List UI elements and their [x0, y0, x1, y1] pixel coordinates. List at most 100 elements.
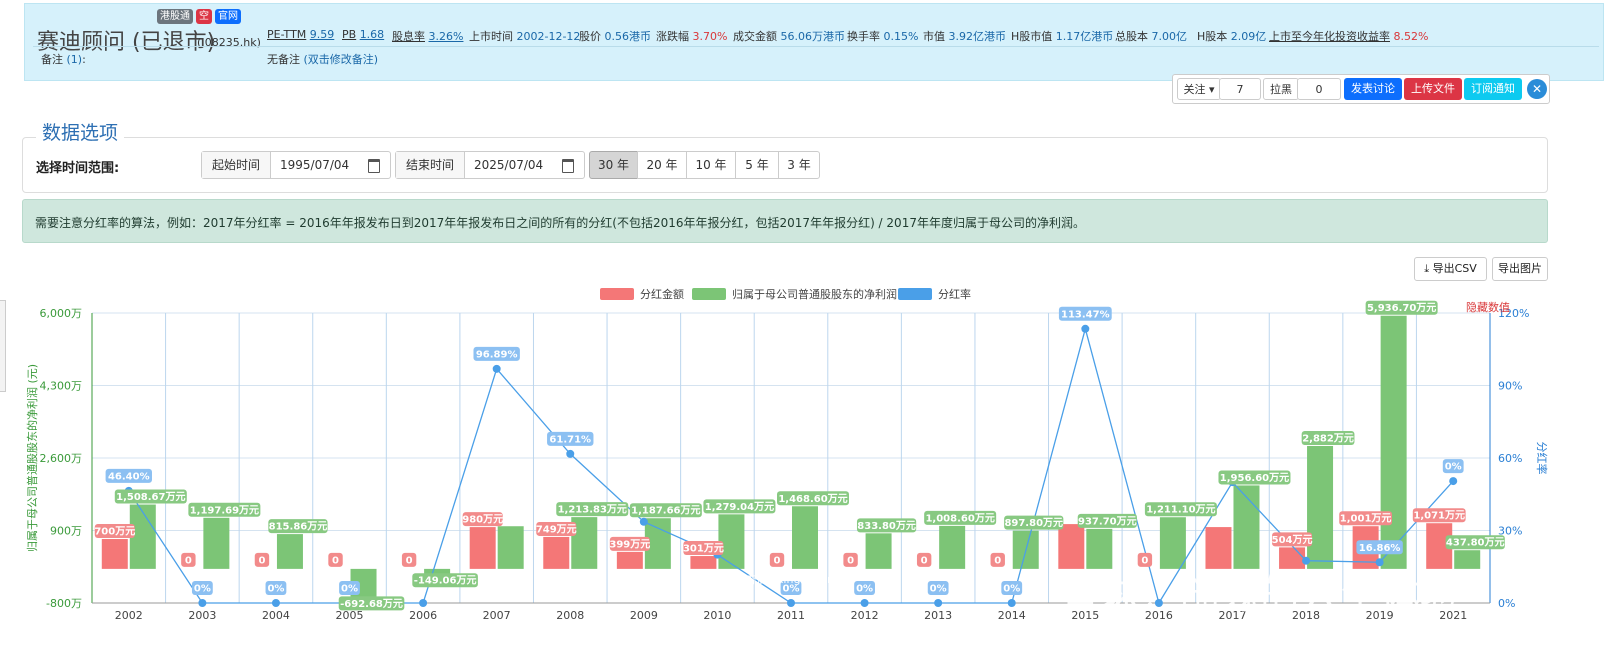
- follow-dropdown[interactable]: 关注 ▾: [1177, 78, 1221, 100]
- subscribe-button[interactable]: 订阅通知: [1464, 78, 1522, 100]
- ratio-label: 61.71%: [549, 434, 591, 445]
- legend-label-0: 分红金额: [640, 287, 684, 301]
- annualized-return-metric[interactable]: 上市至今年化投资收益率 8.52%: [1269, 30, 1429, 43]
- company-code: ( 08235.hk): [197, 36, 261, 49]
- data-options-title: 数据选项: [36, 118, 125, 145]
- block-button[interactable]: 拉黑: [1263, 78, 1299, 100]
- range-3y-button[interactable]: 3 年: [778, 151, 820, 179]
- profit-label: 1,279.04万元: [705, 501, 774, 513]
- dividend-label: 0: [847, 555, 854, 566]
- profit-bar: [1454, 550, 1481, 569]
- range-10y-button[interactable]: 10 年: [686, 151, 736, 179]
- profit-label: 1,508.67万元: [116, 491, 185, 503]
- change-metric: 涨跌幅 3.70%: [656, 30, 728, 43]
- short-badge[interactable]: 空: [196, 9, 212, 24]
- ratio-label: 113.47%: [1061, 309, 1110, 320]
- ratio-point: [934, 599, 943, 607]
- profit-label: 2,882万元: [1302, 432, 1354, 444]
- profit-bar: [718, 514, 745, 569]
- profit-bar: [865, 533, 892, 569]
- range-30y-button[interactable]: 30 年: [589, 151, 638, 179]
- x-tick-label: 2021: [1439, 609, 1467, 622]
- hide-values-toggle[interactable]: 隐藏数值: [1466, 301, 1510, 314]
- dividend-label-bg: [254, 552, 270, 567]
- dividend-label: 0: [994, 555, 1001, 566]
- dividend-yield-metric[interactable]: 股息率 3.26%: [392, 30, 464, 43]
- range-5y-button[interactable]: 5 年: [735, 151, 779, 179]
- x-tick-label: 2016: [1145, 609, 1173, 622]
- dividend-label-bg: [916, 552, 932, 567]
- note-text: 需要注意分红率的算法，例如：2017年分红率 = 2016年年报发布日到2017…: [35, 216, 1085, 230]
- calendar-icon[interactable]: [368, 159, 380, 173]
- start-date-input[interactable]: 1995/07/04: [280, 158, 350, 172]
- dividend-label-bg: [1272, 532, 1313, 547]
- ratio-label: 0%: [930, 584, 947, 595]
- dividend-bar: [616, 551, 643, 569]
- post-discussion-button[interactable]: 发表讨论: [1344, 78, 1402, 100]
- profit-label: 1,197.69万元: [190, 504, 259, 516]
- ratio-point: [1375, 558, 1384, 567]
- x-tick-label: 2017: [1218, 609, 1246, 622]
- remark-row: 备注 (1):: [41, 53, 86, 66]
- ratio-point: [271, 599, 280, 607]
- dividend-label-bg: [401, 552, 417, 567]
- x-axis: 2002 2003 2004 2005 2006 2007 2008 2009 2010 2011…: [115, 609, 1467, 622]
- time-range-label: 选择时间范围:: [36, 161, 120, 176]
- dividend-ratio-note: 需要注意分红率的算法，例如：2017年分红率 = 2016年年报发布日到2017…: [22, 199, 1548, 243]
- x-tick-label: 2010: [703, 609, 731, 622]
- ratio-label-bg: [854, 581, 875, 595]
- side-handle[interactable]: [0, 300, 6, 392]
- upload-file-button[interactable]: 上传文件: [1404, 78, 1462, 100]
- dividend-label-bg: [609, 536, 650, 551]
- calendar-icon[interactable]: [562, 159, 574, 173]
- range-20y-button[interactable]: 20 年: [637, 151, 687, 179]
- dividend-label: 301万元: [683, 543, 724, 555]
- dividend-label-bg: [1339, 511, 1393, 526]
- end-date-input[interactable]: 2025/07/04: [474, 158, 544, 172]
- export-csv-button[interactable]: ⤓ 导出CSV: [1414, 257, 1487, 281]
- x-tick-label: 2008: [556, 609, 584, 622]
- official-site-badge[interactable]: 官网: [215, 9, 241, 24]
- edit-remark-link[interactable]: (双击修改备注): [303, 53, 379, 66]
- turnover-rate-metric: 换手率 0.15%: [847, 30, 919, 43]
- profit-label-bg: [1365, 300, 1438, 315]
- action-bar: 关注 ▾ 7 拉黑 0 发表讨论 上传文件 订阅通知 ✕: [1172, 74, 1550, 104]
- profit-bar: [424, 568, 451, 576]
- profit-label-bg: [856, 518, 917, 533]
- dividend-bar: [469, 527, 496, 569]
- ratio-point: [492, 364, 501, 373]
- x-tick-label: 2012: [851, 609, 879, 622]
- ratio-label-bg: [473, 346, 520, 361]
- dividend-label: 504万元: [1272, 534, 1313, 546]
- ratio-point: [1154, 599, 1163, 607]
- info-divider: [33, 46, 1599, 47]
- dividend-label-bg: [1412, 508, 1466, 523]
- left-axis: 6,000万 4,300万 2,600万 900万 -800万 归属于母公司普通股股东的净…: [25, 307, 82, 610]
- profit-label-bg: [629, 503, 702, 518]
- stock-info-panel: 赛迪顾问 (已退市) ( 08235.hk) 港股通 空 官网 PE-TTM 9…: [24, 3, 1604, 81]
- ratio-label-bg: [265, 581, 287, 595]
- hk-connect-badge[interactable]: 港股通: [157, 9, 193, 24]
- profit-label-bg: [412, 573, 478, 588]
- start-date-field[interactable]: 起始时间 1995/07/04: [201, 151, 391, 179]
- remark-count-link[interactable]: (1): [66, 53, 83, 66]
- x-tick-label: 2009: [630, 609, 658, 622]
- settings-icon[interactable]: ✕: [1527, 79, 1547, 99]
- ratio-point: [1302, 556, 1311, 565]
- right-tick-label: 90%: [1498, 380, 1522, 393]
- ratio-label: 96.89%: [476, 349, 518, 360]
- profit-label-bg: [924, 510, 997, 525]
- pe-ttm-metric[interactable]: PE-TTM 9.59: [267, 28, 335, 41]
- export-image-button[interactable]: 导出图片: [1492, 257, 1548, 281]
- end-date-field[interactable]: 结束时间 2025/07/04: [395, 151, 585, 179]
- dividend-label: 0: [185, 555, 192, 566]
- pb-metric[interactable]: PB 1.68: [342, 28, 385, 41]
- ratio-label: 0%: [267, 584, 284, 595]
- profit-label: 937.70万元: [1078, 515, 1137, 527]
- profit-label-bg: [1301, 430, 1355, 445]
- ratio-label: 16.86%: [1359, 543, 1401, 554]
- ratio-point: [566, 449, 575, 458]
- watermark-text: 雪球：随缘的人生体验: [1060, 572, 1460, 618]
- profit-label: 815.86万元: [269, 521, 328, 533]
- profit-label-bg: [777, 491, 849, 506]
